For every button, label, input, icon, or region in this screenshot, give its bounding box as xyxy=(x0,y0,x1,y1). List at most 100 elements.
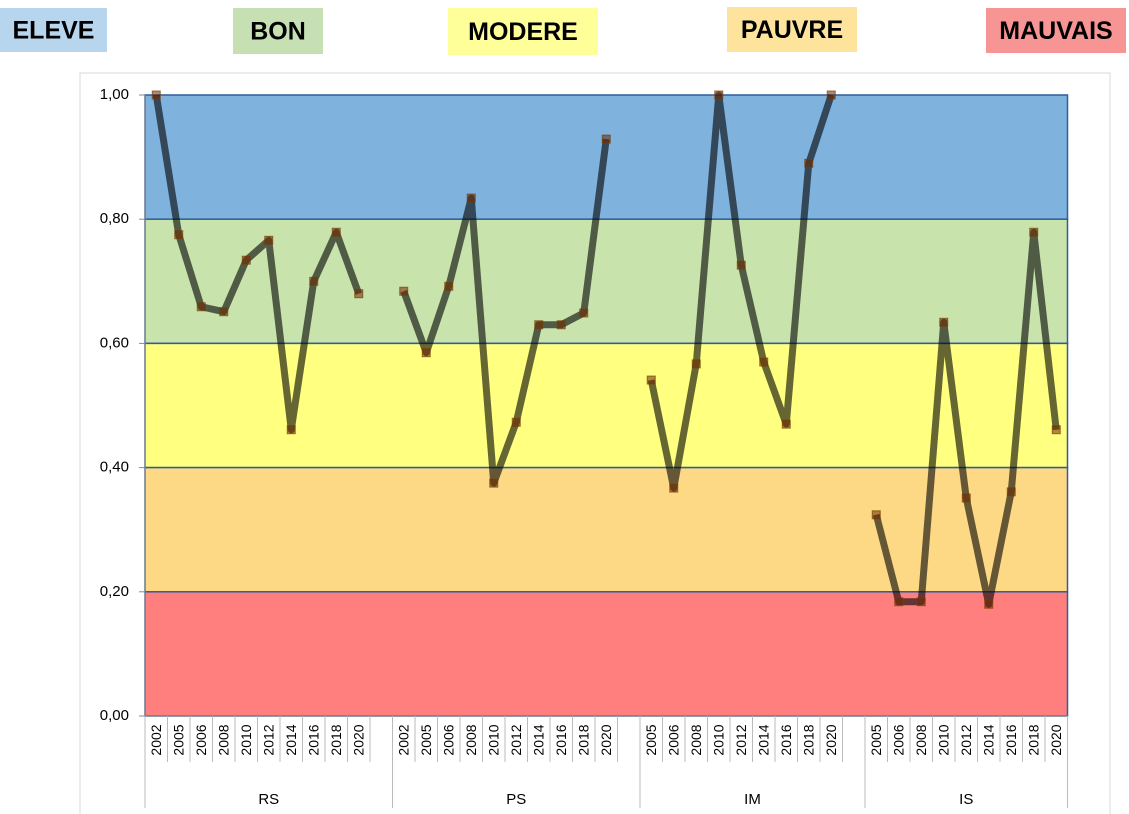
marker xyxy=(219,307,229,317)
legend-label: MODERE xyxy=(468,18,578,46)
x-tick-label: 2020 xyxy=(350,724,366,755)
marker xyxy=(691,359,701,369)
marker xyxy=(1029,227,1039,237)
band xyxy=(144,591,1069,717)
marker xyxy=(781,419,791,429)
x-tick-label: 2016 xyxy=(553,724,569,755)
marker xyxy=(804,158,814,168)
x-tick-label: 2006 xyxy=(440,724,456,755)
x-tick-label: 2010 xyxy=(710,724,726,755)
marker xyxy=(421,348,431,358)
marker xyxy=(714,90,724,100)
band xyxy=(144,218,1069,345)
x-tick-label: 2005 xyxy=(170,724,186,755)
band xyxy=(144,466,1069,593)
legend-swatch xyxy=(986,8,1126,53)
x-tick-label: 2014 xyxy=(283,724,299,755)
y-tick-label: 0,00 xyxy=(100,707,129,724)
x-tick-label: 2014 xyxy=(980,724,996,755)
marker xyxy=(1051,425,1061,435)
marker xyxy=(309,276,319,286)
x-tick-label: 2018 xyxy=(1025,724,1041,755)
x-tick-label: 2008 xyxy=(215,724,231,755)
x-tick-label: 2010 xyxy=(238,724,254,755)
x-tick-label: 2016 xyxy=(1003,724,1019,755)
marker xyxy=(669,483,679,493)
legend-label: ELEVE xyxy=(13,17,95,45)
marker xyxy=(646,375,656,385)
x-tick-label: 2018 xyxy=(328,724,344,755)
marker xyxy=(511,417,521,427)
marker xyxy=(399,286,409,296)
x-tick-label: 2018 xyxy=(800,724,816,755)
x-tick-label: 2012 xyxy=(733,724,749,755)
y-tick-label: 0,80 xyxy=(100,210,129,227)
y-tick-label: 1,00 xyxy=(100,86,129,103)
marker xyxy=(759,357,769,367)
marker xyxy=(151,90,161,100)
x-tick-label: 2008 xyxy=(913,724,929,755)
marker xyxy=(1006,487,1016,497)
x-tick-label: 2020 xyxy=(598,724,614,755)
marker xyxy=(871,510,881,520)
marker xyxy=(174,230,184,240)
marker xyxy=(894,597,904,607)
x-tick-label: 2020 xyxy=(1048,724,1064,755)
legend-swatch xyxy=(448,8,598,55)
x-tick-label: 2008 xyxy=(688,724,704,755)
marker xyxy=(534,320,544,330)
x-tick-label: 2008 xyxy=(463,724,479,755)
marker xyxy=(466,193,476,203)
legend-label: BON xyxy=(250,18,306,46)
x-tick-label: 2002 xyxy=(148,724,164,755)
marker xyxy=(489,478,499,488)
legend-label: PAUVRE xyxy=(741,16,843,44)
x-tick-label: 2005 xyxy=(868,724,884,755)
marker xyxy=(354,289,364,299)
marker xyxy=(736,260,746,270)
marker xyxy=(241,255,251,265)
y-tick-label: 0,40 xyxy=(100,459,129,476)
x-tick-label: 2020 xyxy=(823,724,839,755)
marker xyxy=(556,320,566,330)
marker xyxy=(601,134,611,144)
marker xyxy=(286,425,296,435)
x-tick-label: 2010 xyxy=(485,724,501,755)
x-tick-label: 2010 xyxy=(935,724,951,755)
legend-swatch xyxy=(0,8,107,52)
x-tick-label: 2012 xyxy=(508,724,524,755)
x-tick-label: 2018 xyxy=(575,724,591,755)
marker xyxy=(984,599,994,609)
legend-swatch xyxy=(727,7,857,52)
marker xyxy=(331,227,341,237)
marker xyxy=(444,281,454,291)
line xyxy=(400,138,610,487)
marker xyxy=(264,235,274,245)
legend-swatch xyxy=(233,8,323,54)
marker xyxy=(196,302,206,312)
group-label: RS xyxy=(258,791,279,808)
x-tick-label: 2012 xyxy=(260,724,276,755)
x-tick-label: 2005 xyxy=(643,724,659,755)
x-tick-label: 2016 xyxy=(778,724,794,755)
y-tick-label: 0,60 xyxy=(100,334,129,351)
x-tick-label: 2005 xyxy=(418,724,434,755)
line xyxy=(152,94,363,434)
marker xyxy=(961,493,971,503)
marker xyxy=(939,317,949,327)
group-label: IS xyxy=(959,791,973,808)
x-tick-label: 2014 xyxy=(530,724,546,755)
x-tick-label: 2002 xyxy=(395,724,411,755)
y-tick-label: 0,20 xyxy=(100,583,129,600)
x-tick-label: 2006 xyxy=(193,724,209,755)
marker xyxy=(579,308,589,318)
x-tick-label: 2014 xyxy=(755,724,771,755)
x-tick-label: 2016 xyxy=(305,724,321,755)
x-tick-label: 2012 xyxy=(958,724,974,755)
group-label: IM xyxy=(744,791,761,808)
marker xyxy=(916,597,926,607)
x-tick-label: 2006 xyxy=(890,724,906,755)
x-tick-label: 2006 xyxy=(665,724,681,755)
group-label: PS xyxy=(506,791,526,808)
